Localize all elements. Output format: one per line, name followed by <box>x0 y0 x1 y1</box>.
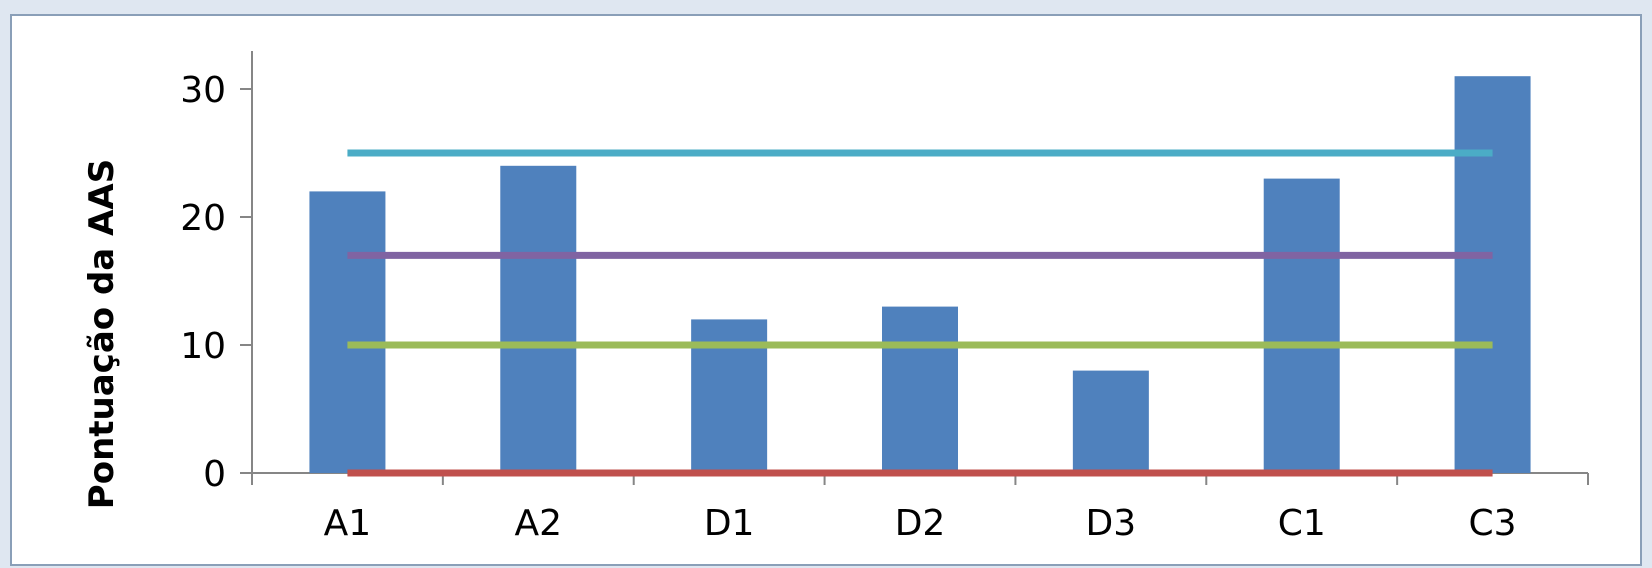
x-tick-label: C1 <box>1278 503 1326 544</box>
bar-c1 <box>1263 178 1340 473</box>
y-tick-label: 10 <box>180 326 226 367</box>
y-tick-label: 20 <box>180 198 226 239</box>
bar-d3 <box>1072 370 1149 473</box>
x-tick-label: C3 <box>1469 503 1517 544</box>
x-tick-label: D1 <box>704 503 755 544</box>
reference-lines <box>347 149 1493 477</box>
y-tick-label: 30 <box>180 70 226 111</box>
x-tick-label: A2 <box>515 503 563 544</box>
y-tick-label: 0 <box>203 454 226 495</box>
x-tick-label: D2 <box>895 503 946 544</box>
bar-d2 <box>882 306 958 473</box>
bars <box>309 76 1531 474</box>
bar-a2 <box>500 165 577 474</box>
x-tick-label: A1 <box>324 503 372 544</box>
y-axis-label: Pontuação da AAS <box>82 159 122 509</box>
bar-a1 <box>309 191 386 473</box>
x-tick-label: D3 <box>1086 503 1137 544</box>
tick-labels: 0 10 20 30 A1 A2 D1 D2 D3 C1 C3 <box>180 70 1516 544</box>
bar-c3 <box>1454 76 1531 473</box>
